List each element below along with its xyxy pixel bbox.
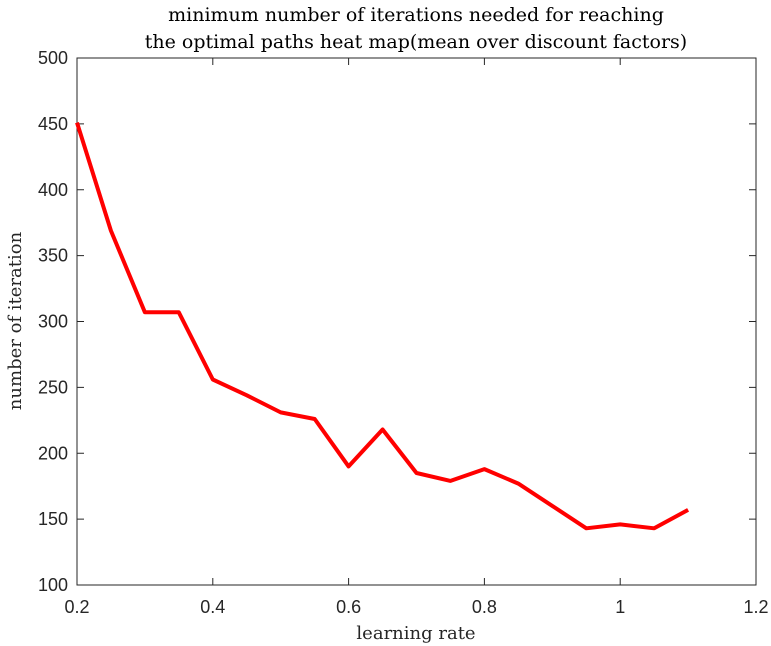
x-tick-label: 0.6 — [336, 597, 361, 617]
x-axis-label: learning rate — [356, 623, 475, 644]
y-tick-label: 350 — [38, 246, 68, 266]
x-tick-label: 0.8 — [472, 597, 497, 617]
x-tick-label: 1.2 — [743, 597, 768, 617]
data-points — [76, 122, 689, 529]
y-tick-label: 450 — [38, 114, 68, 134]
plot-area — [76, 57, 757, 586]
y-tick-label: 150 — [38, 509, 68, 529]
y-axis-label: number of iteration — [5, 231, 26, 410]
y-tick-label: 250 — [38, 377, 68, 397]
x-tick-label: 0.2 — [64, 597, 89, 617]
x-tick-label: 0.4 — [200, 597, 225, 617]
y-tick-label: 100 — [38, 575, 68, 595]
chart-title-line-2: the optimal paths heat map(mean over dis… — [145, 31, 687, 53]
y-tick-label: 300 — [38, 312, 68, 332]
y-tick-label: 400 — [38, 180, 68, 200]
y-tick-label: 200 — [38, 443, 68, 463]
axis-ticks: 0.2 0.4 0.6 0.8 1 1.2 100 150 200 250 300 350 400 450… — [38, 48, 769, 617]
y-tick-label: 500 — [38, 48, 68, 68]
chart-title-line-1: minimum number of iterations needed for … — [168, 4, 664, 26]
x-tick-label: 1 — [615, 597, 625, 617]
